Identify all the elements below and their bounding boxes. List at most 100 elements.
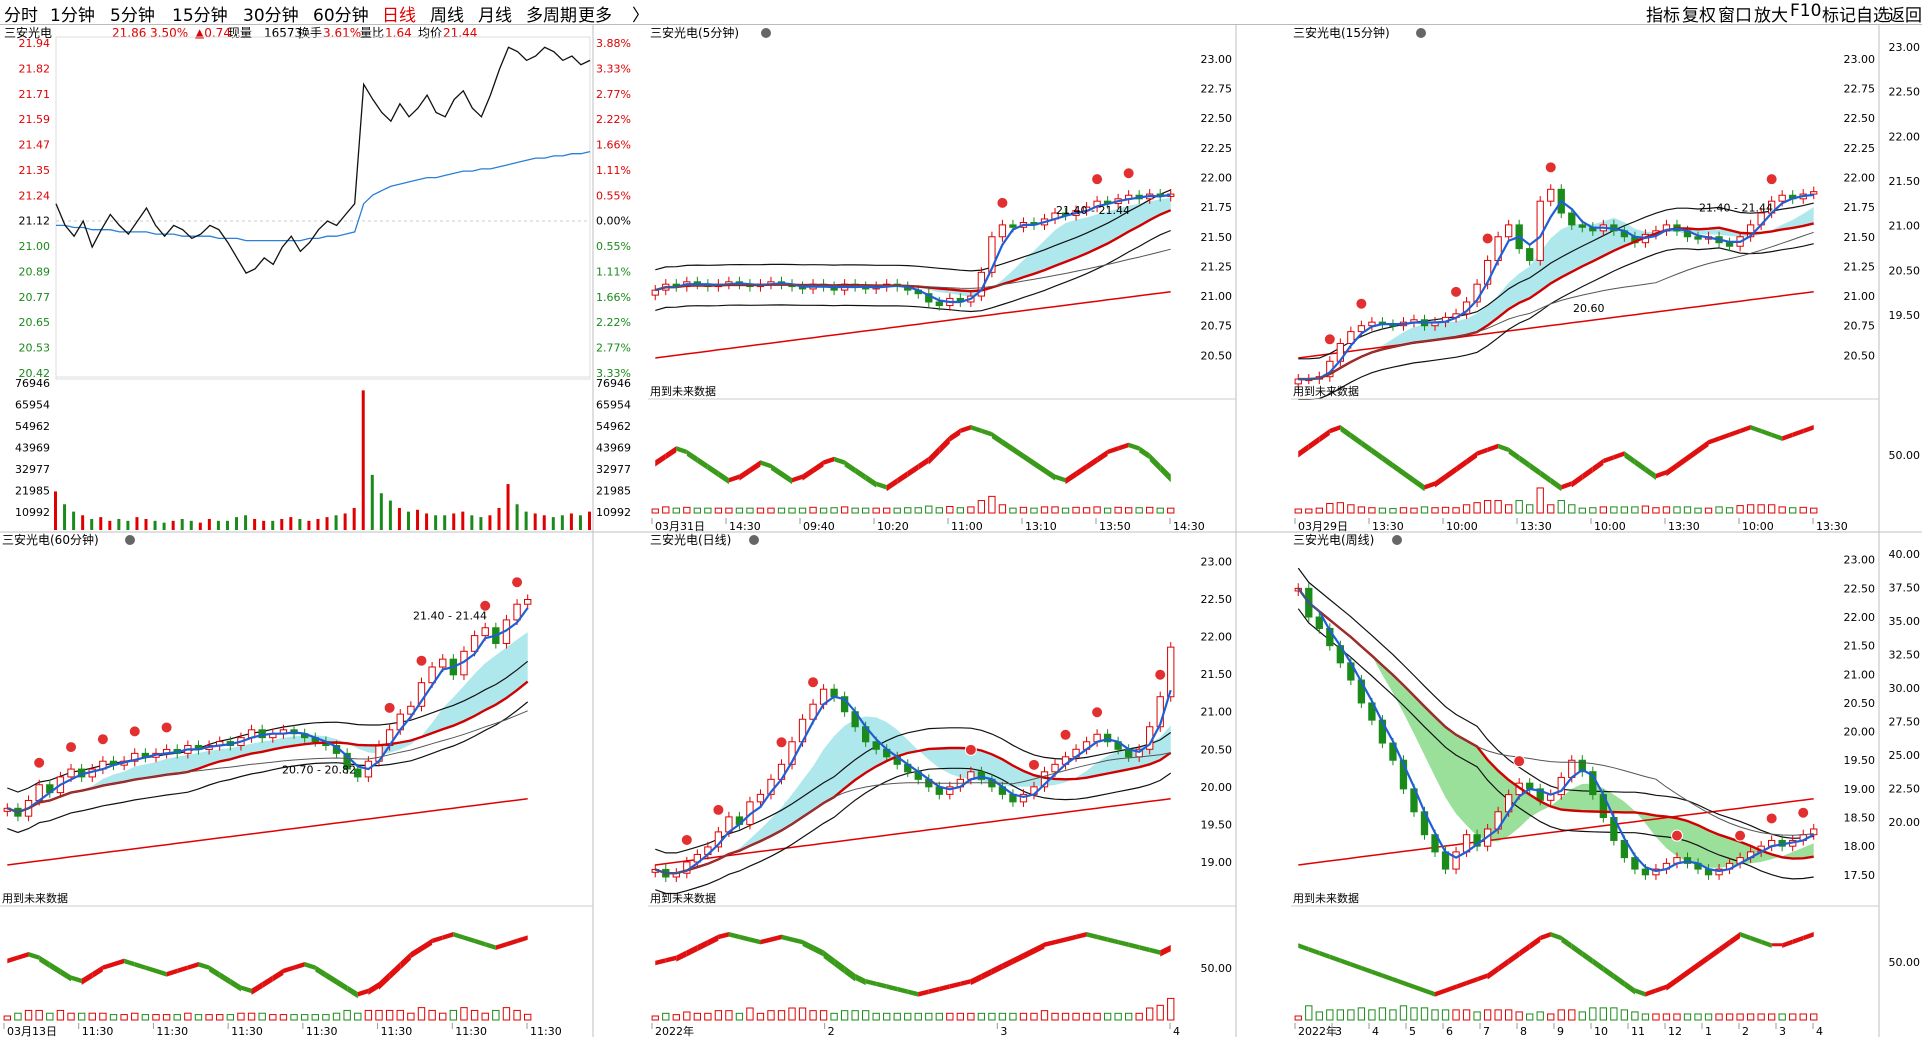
tab-3[interactable]: 15分钟 [172,6,228,26]
tab-8[interactable]: 月线 [478,6,512,26]
tab-2[interactable]: 5分钟 [110,6,155,26]
oscillator-segment [1076,463,1087,478]
indicator-bar [777,507,786,514]
toolbar-right-item-1[interactable]: 复权 [1682,6,1716,26]
toolbar-right-item-7[interactable]: 返回 [1888,6,1922,26]
chart-panel-daily[interactable]: 三安光电(日线) 23.00 22.50 22.00 21.50 21.00 20.50 20… [648,532,1236,1037]
buy-signal-icon[interactable] [128,725,141,738]
chart-panel-m15[interactable]: 三安光电(15分钟) 23.00 22.75 22.50 22.25 22.00 21.75… [1291,25,1920,533]
buy-signal-icon[interactable] [1027,758,1040,771]
buy-signal-icon[interactable] [996,196,1009,209]
oscillator-segment [728,932,740,940]
toolbar-right-item-2[interactable]: 窗口 [1718,6,1752,26]
buy-signal-icon[interactable] [160,721,173,734]
buy-signal-icon[interactable] [96,733,109,746]
lower-band-line [1298,243,1814,400]
chevron-down-icon[interactable] [125,535,135,545]
buy-signal-icon[interactable] [1355,297,1368,310]
upper-band-line [1297,567,1814,839]
y-axis-label: 19.50 [1201,818,1233,831]
buy-signal-icon[interactable] [1670,829,1683,842]
tab-6[interactable]: 日线 [382,6,416,26]
y-axis-label: 20.75 [1844,320,1876,333]
buy-signal-icon[interactable] [1797,806,1810,819]
tab-5[interactable]: 60分钟 [313,6,369,26]
oscillator-segment [1371,969,1383,978]
intraday-vol-label: 76946 [15,377,50,390]
x-axis-label: 2 [1742,1025,1749,1037]
toolbar-right-item-4[interactable]: F10 [1790,1,1822,21]
indicator-bar [840,1010,849,1021]
buy-signal-icon[interactable] [383,701,396,714]
oscillator-segment [1361,440,1372,454]
oscillator-segment [844,965,856,982]
long-ma-line [1298,290,1814,359]
buy-signal-icon[interactable] [712,803,725,816]
toolbar-right-item-5[interactable]: 标记 [1822,6,1856,26]
chart-panel-m60[interactable]: 三安光电(60分钟) 21.40 - 21.44 20.70 - 20.82 用到未来… [0,532,593,1037]
chart-panel-weekly[interactable]: 三安光电(周线) 23.00 22.50 22.00 21.50 21.00 20.50 20… [1291,532,1920,1037]
buy-signal-icon[interactable] [479,599,492,612]
tab-1[interactable]: 1分钟 [50,6,95,26]
oscillator-segment [1340,425,1351,439]
oscillator-segment [1308,436,1320,450]
oscillator-segment [1603,965,1614,980]
toolbar-right-item-6[interactable]: 自选 [1856,6,1890,26]
oscillator-segment [209,965,220,979]
buy-signal-icon[interactable] [1481,232,1494,245]
tab-7[interactable]: 周线 [430,6,464,26]
buy-signal-icon[interactable] [1734,829,1747,842]
buy-signal-icon[interactable] [511,576,524,589]
chevron-down-icon[interactable] [761,28,771,38]
buy-signal-icon[interactable] [1323,333,1336,346]
indicator-bar [1410,507,1418,514]
buy-signal-icon[interactable] [680,833,693,846]
buy-signal-icon[interactable] [1059,728,1072,741]
indicator-bar [77,1012,86,1021]
buy-signal-icon[interactable] [1091,706,1104,719]
buy-signal-icon[interactable] [1154,668,1167,681]
candle-body [872,741,880,750]
indicator-bar [1736,1013,1744,1021]
more-arrow-icon[interactable]: 〉 [632,6,649,26]
oscillator-segment [1065,470,1077,485]
tab-4[interactable]: 30分钟 [243,6,299,26]
buy-signal-icon[interactable] [65,741,78,754]
buy-signal-icon[interactable] [415,654,428,667]
buy-signal-icon[interactable] [775,736,788,749]
buy-signal-icon[interactable] [1513,755,1526,768]
oscillator-segment [81,972,93,985]
chevron-down-icon[interactable] [1392,535,1402,545]
buy-signal-icon[interactable] [33,756,46,769]
tab-9[interactable]: 多周期 [526,6,577,26]
indicator-bar [1336,1009,1344,1021]
chevron-down-icon[interactable] [1416,28,1426,38]
toolbar-right-item-0[interactable]: 指标 [1646,6,1680,26]
oscillator-segment [844,460,856,474]
buy-signal-icon[interactable] [1091,173,1104,186]
tab-10[interactable]: 更多 [578,6,612,26]
buy-signal-icon[interactable] [807,676,820,689]
indicator-bar [1452,507,1460,514]
right-y-axis-label: 22.00 [1889,130,1921,143]
indicator-bar [925,1012,933,1021]
y-axis-label: 20.75 [1201,320,1233,333]
oscillator-segment [453,932,464,940]
buy-signal-icon[interactable] [964,743,977,756]
chart-panel-m5[interactable]: 三安光电(5分钟) 23.00 22.75 22.50 22.25 22.00 21.75 2… [648,25,1236,533]
buy-signal-icon[interactable] [1450,285,1463,298]
volume-bar [397,507,401,530]
indicator-bar [1051,1012,1059,1021]
toolbar-right-item-3[interactable]: 放大 [1754,6,1788,26]
buy-signal-icon[interactable] [1765,173,1778,186]
candle-body [1641,868,1650,876]
slow-ma-line [7,710,528,813]
tab-0[interactable]: 分时 [4,6,38,26]
y-axis-label: 20.00 [1844,726,1876,739]
buy-signal-icon[interactable] [1765,812,1778,825]
buy-signal-icon[interactable] [1122,167,1135,180]
buy-signal-icon[interactable] [1544,161,1557,174]
indicator-bar [1399,1005,1408,1021]
chevron-down-icon[interactable] [749,535,759,545]
intraday-panel[interactable]: 三安光电 21.86 3.50% ▲0.74 现量 16573 换手 3.61%… [4,25,631,530]
